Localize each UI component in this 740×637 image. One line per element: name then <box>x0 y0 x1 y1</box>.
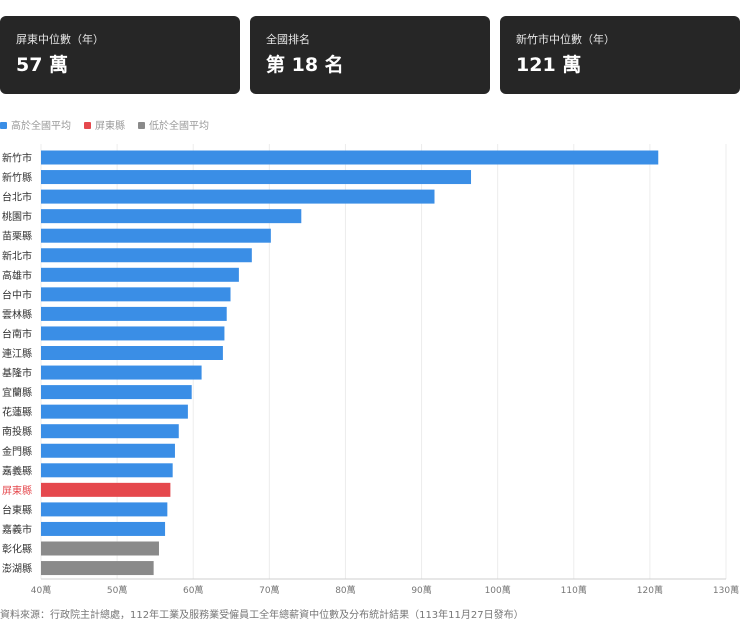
category-label: 新竹縣 <box>2 171 32 184</box>
bar-台北市 <box>41 189 435 204</box>
bar-嘉義縣 <box>41 463 173 478</box>
card-pingtung-median: 屏東中位數（年） 57 萬 <box>0 16 240 94</box>
category-label: 新北市 <box>2 249 32 262</box>
category-label: 桃園市 <box>2 210 32 223</box>
summary-cards: 屏東中位數（年） 57 萬 全國排名 第 18 名 新竹市中位數（年） 121 … <box>0 16 740 94</box>
card-label: 全國排名 <box>266 33 310 46</box>
legend-label: 高於全國平均 <box>11 121 71 132</box>
legend-label: 低於全國平均 <box>149 121 209 132</box>
data-source-note: 資料來源：行政院主計總處，112年工業及服務業受僱員工全年總薪資中位數及分布統計… <box>0 610 524 621</box>
category-label: 宜蘭縣 <box>2 386 32 399</box>
x-tick-label: 70萬 <box>259 584 279 596</box>
bar-新竹縣 <box>41 170 472 185</box>
category-label: 台南市 <box>2 327 32 340</box>
x-tick-label: 80萬 <box>335 584 355 596</box>
category-label: 屏東縣 <box>2 484 32 497</box>
bar-基隆市 <box>41 365 202 380</box>
bar-台東縣 <box>41 502 168 517</box>
bar-澎湖縣 <box>41 561 154 576</box>
category-label: 雲林縣 <box>2 308 32 321</box>
category-label: 連江縣 <box>2 347 32 360</box>
legend-item-pingtung[interactable]: 屏東縣 <box>84 120 125 133</box>
category-label: 台東縣 <box>2 503 32 516</box>
category-label: 高雄市 <box>2 269 32 282</box>
category-label: 澎湖縣 <box>2 563 32 575</box>
bar-苗栗縣 <box>41 228 271 243</box>
x-tick-label: 130萬 <box>713 584 739 596</box>
bar-南投縣 <box>41 424 179 439</box>
category-label: 花蓮縣 <box>2 406 32 419</box>
card-value: 第 18 名 <box>266 54 344 76</box>
bar-嘉義市 <box>41 521 166 536</box>
card-value: 121 萬 <box>516 54 582 76</box>
category-label: 嘉義縣 <box>2 464 32 477</box>
legend-item-below[interactable]: 低於全國平均 <box>138 120 209 133</box>
card-label: 新竹市中位數（年） <box>516 33 615 46</box>
legend-label: 屏東縣 <box>95 121 125 132</box>
bar-高雄市 <box>41 267 239 282</box>
x-tick-label: 40萬 <box>31 584 51 596</box>
bar-金門縣 <box>41 443 175 458</box>
card-hsinchu-median: 新竹市中位數（年） 121 萬 <box>500 16 740 94</box>
bar-雲林縣 <box>41 306 227 321</box>
x-tick-label: 110萬 <box>561 584 587 596</box>
bar-新竹市 <box>41 150 659 165</box>
category-label: 台北市 <box>2 191 32 204</box>
legend-swatch <box>0 122 7 129</box>
category-label: 苗栗縣 <box>2 231 32 243</box>
bar-屏東縣 <box>41 482 171 497</box>
x-tick-label: 90萬 <box>411 584 431 596</box>
legend-swatch <box>138 122 145 129</box>
bar-新北市 <box>41 248 252 263</box>
category-label: 金門縣 <box>2 445 32 458</box>
legend-swatch <box>84 122 91 129</box>
x-tick-label: 120萬 <box>637 584 663 596</box>
bar-彰化縣 <box>41 541 159 556</box>
card-value: 57 萬 <box>16 54 69 76</box>
category-label: 基隆市 <box>2 367 32 380</box>
category-label: 嘉義市 <box>2 523 32 536</box>
bar-桃園市 <box>41 209 302 224</box>
category-label: 南投縣 <box>2 425 32 438</box>
x-tick-label: 60萬 <box>183 584 203 596</box>
category-label: 彰化縣 <box>2 543 32 556</box>
bar-chart: 新竹市新竹縣台北市桃園市苗栗縣新北市高雄市台中市雲林縣台南市連江縣基隆市宜蘭縣花… <box>2 144 739 596</box>
card-label: 屏東中位數（年） <box>16 33 104 46</box>
bar-台中市 <box>41 287 231 302</box>
x-tick-label: 100萬 <box>485 584 511 596</box>
x-tick-label: 50萬 <box>107 584 127 596</box>
bar-花蓮縣 <box>41 404 188 419</box>
bar-連江縣 <box>41 346 223 360</box>
bar-台南市 <box>41 326 225 341</box>
category-label: 台中市 <box>2 288 32 301</box>
legend-item-above[interactable]: 高於全國平均 <box>0 120 71 133</box>
bar-宜蘭縣 <box>41 385 192 400</box>
card-national-rank: 全國排名 第 18 名 <box>250 16 490 94</box>
category-label: 新竹市 <box>2 152 32 165</box>
